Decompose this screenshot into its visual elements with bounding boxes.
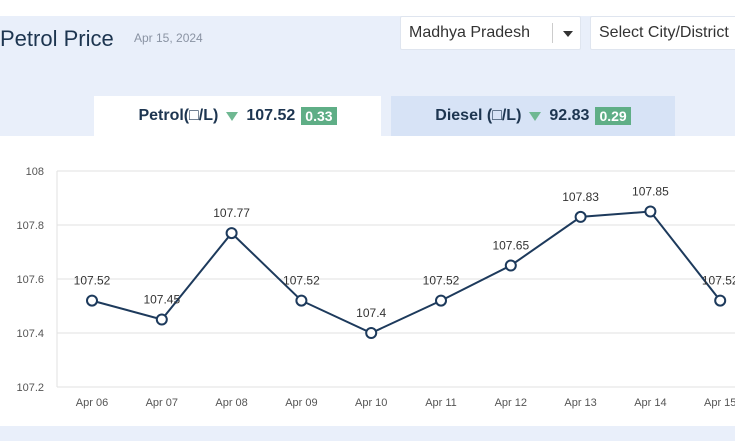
data-point	[295, 294, 308, 307]
data-label: 107.77	[213, 206, 250, 220]
data-label: 107.4	[356, 306, 386, 320]
chart-panel: 107.2 107.4 107.6 107.8 108 Apr 06 Apr 07 Apr 0…	[0, 136, 735, 426]
data-point	[435, 294, 447, 307]
x-tick-label: Apr 15	[704, 397, 735, 409]
data-point	[504, 259, 517, 272]
page-title: Petrol Price	[0, 26, 114, 51]
data-point	[155, 313, 168, 326]
x-tick-label: Apr 07	[146, 397, 178, 409]
tab-petrol-change-badge: 0.33	[301, 107, 337, 125]
x-tick-label: Apr 12	[495, 397, 527, 409]
tab-diesel-label: Diesel (□/L)	[435, 107, 522, 124]
data-point	[365, 327, 378, 339]
data-label: 107.83	[562, 190, 599, 204]
tab-petrol[interactable]: Petrol(□/L) 107.52 0.33	[94, 96, 381, 136]
y-tick-label: 108	[26, 166, 44, 178]
x-tick-label: Apr 13	[564, 397, 596, 409]
data-label: 107.52	[423, 274, 460, 288]
data-point	[714, 294, 727, 307]
select-divider	[552, 23, 553, 43]
state-select[interactable]: Madhya Pradesh	[400, 16, 581, 50]
line-chart: 107.2 107.4 107.6 107.8 108 Apr 06 Apr 07 Apr 0…	[16, 166, 735, 409]
tab-diesel-change-badge: 0.29	[595, 107, 631, 125]
data-point	[574, 210, 587, 223]
tab-petrol-price: 107.52	[246, 107, 296, 124]
data-point	[225, 227, 238, 240]
data-label: 107.52	[702, 274, 735, 288]
page-date: Apr 15, 2024	[134, 31, 203, 45]
tab-diesel[interactable]: Diesel (□/L) 92.83 0.29	[391, 96, 675, 136]
city-select[interactable]: Select City/District	[590, 16, 735, 50]
chevron-down-icon[interactable]	[563, 31, 573, 37]
x-tick-label: Apr 11	[425, 397, 457, 409]
x-tick-label: Apr 14	[634, 397, 666, 409]
x-tick-label: Apr 10	[355, 397, 387, 409]
x-tick-label: Apr 09	[285, 397, 317, 409]
data-label: 107.52	[74, 274, 111, 288]
x-tick-label: Apr 08	[215, 397, 247, 409]
data-label: 107.45	[143, 293, 180, 307]
series-line	[91, 210, 721, 335]
tab-petrol-label: Petrol(□/L)	[138, 107, 219, 124]
city-select-placeholder: Select City/District	[599, 24, 729, 41]
data-point	[86, 294, 98, 307]
y-tick-label: 107.2	[16, 382, 44, 394]
y-tick-label: 107.6	[16, 274, 44, 286]
y-tick-label: 107.8	[16, 220, 44, 232]
down-arrow-icon	[226, 111, 239, 121]
data-point	[644, 205, 657, 218]
down-arrow-icon	[529, 111, 542, 121]
top-strip	[0, 0, 735, 16]
data-label: 107.85	[632, 185, 669, 199]
data-label: 107.52	[283, 274, 320, 288]
data-label: 107.65	[492, 239, 529, 253]
state-select-value: Madhya Pradesh	[409, 24, 530, 41]
y-tick-label: 107.4	[16, 328, 44, 340]
tab-diesel-price: 92.83	[549, 107, 590, 124]
x-tick-label: Apr 06	[76, 397, 108, 409]
